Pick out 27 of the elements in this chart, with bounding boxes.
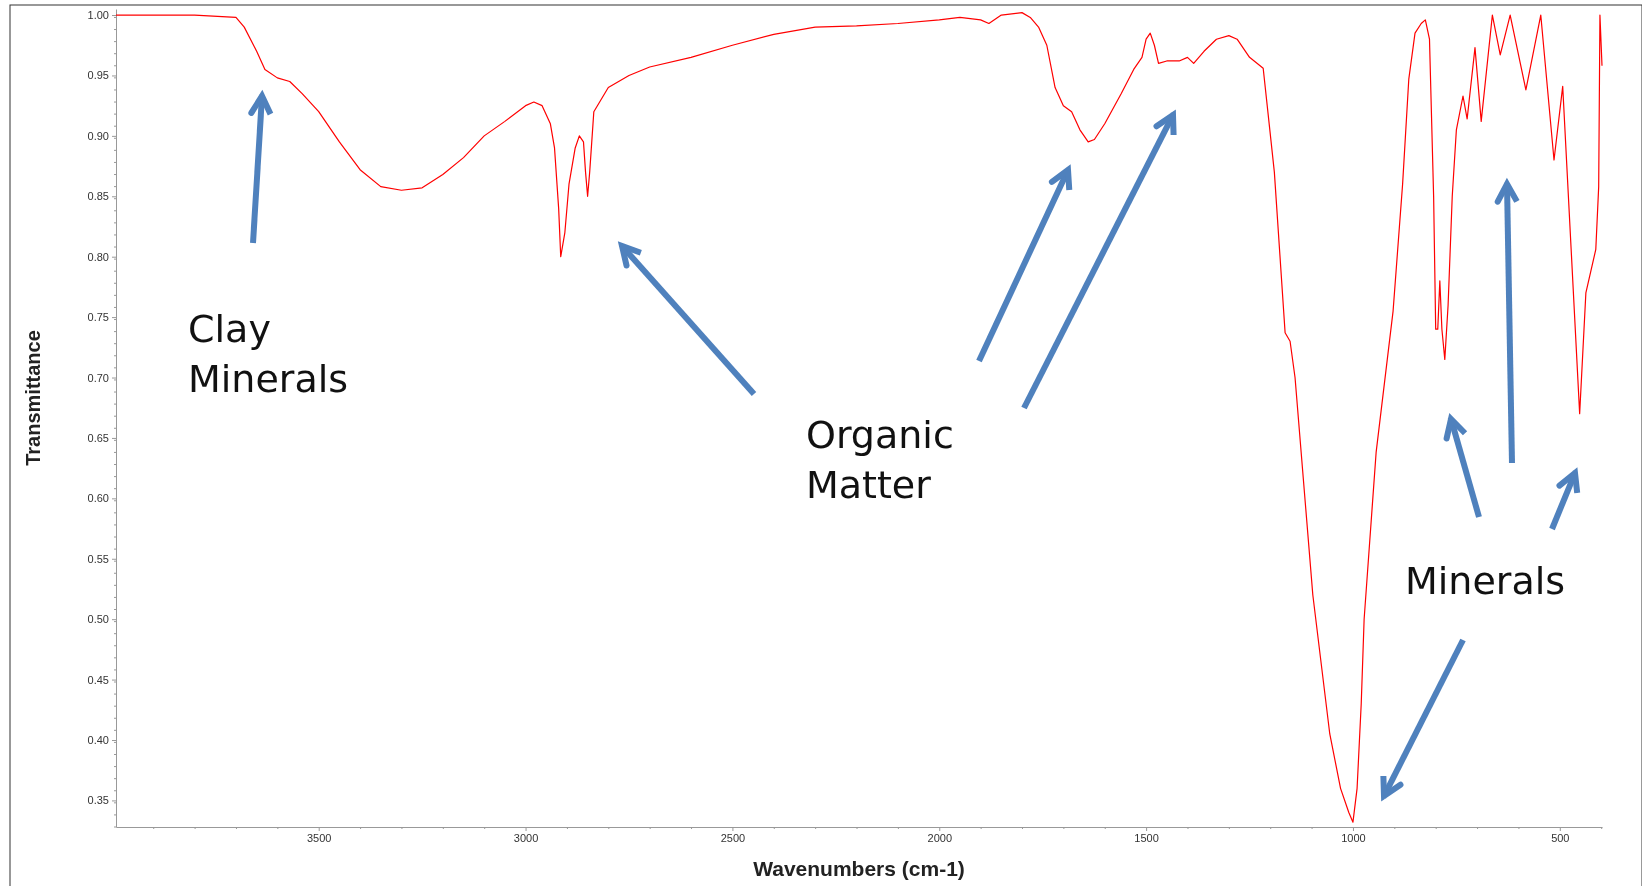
y-tick-label: 0.90 [87,129,109,142]
y-tick-label: 0.65 [87,431,109,444]
y-tick-label: 0.95 [87,69,109,82]
annotation: Organic Matter [806,413,954,507]
x-axis-title: Wavenumbers (cm-1) [753,857,965,880]
y-tick-label: 0.55 [87,552,109,565]
x-tick-label: 3000 [513,831,539,844]
y-tick-label: 0.35 [87,794,109,807]
y-tick-label: 0.60 [87,492,109,505]
y-tick-label: 0.50 [87,613,109,626]
x-tick-label: 2500 [720,831,746,844]
y-tick-label: 0.80 [87,250,109,263]
line-series [115,12,1603,823]
x-tick-label: 2000 [927,831,952,844]
y-tick-label: 1.00 [87,9,109,22]
x-tick-label: 1500 [1134,831,1159,844]
y-axis-title: Transmittance [22,330,44,466]
annotation: Minerals [1405,559,1566,603]
x-tick-label: 3500 [306,831,332,844]
x-tick-label: 1000 [1341,831,1366,844]
x-tick-label: 500 [1551,831,1570,844]
y-tick-label: 0.85 [87,190,109,203]
y-tick-label: 0.40 [87,734,109,747]
y-tick-label: 0.45 [87,673,109,686]
y-tick-label: 0.75 [87,311,109,324]
y-tick-label: 0.70 [87,371,109,384]
annotation: Clay Minerals [188,307,349,401]
